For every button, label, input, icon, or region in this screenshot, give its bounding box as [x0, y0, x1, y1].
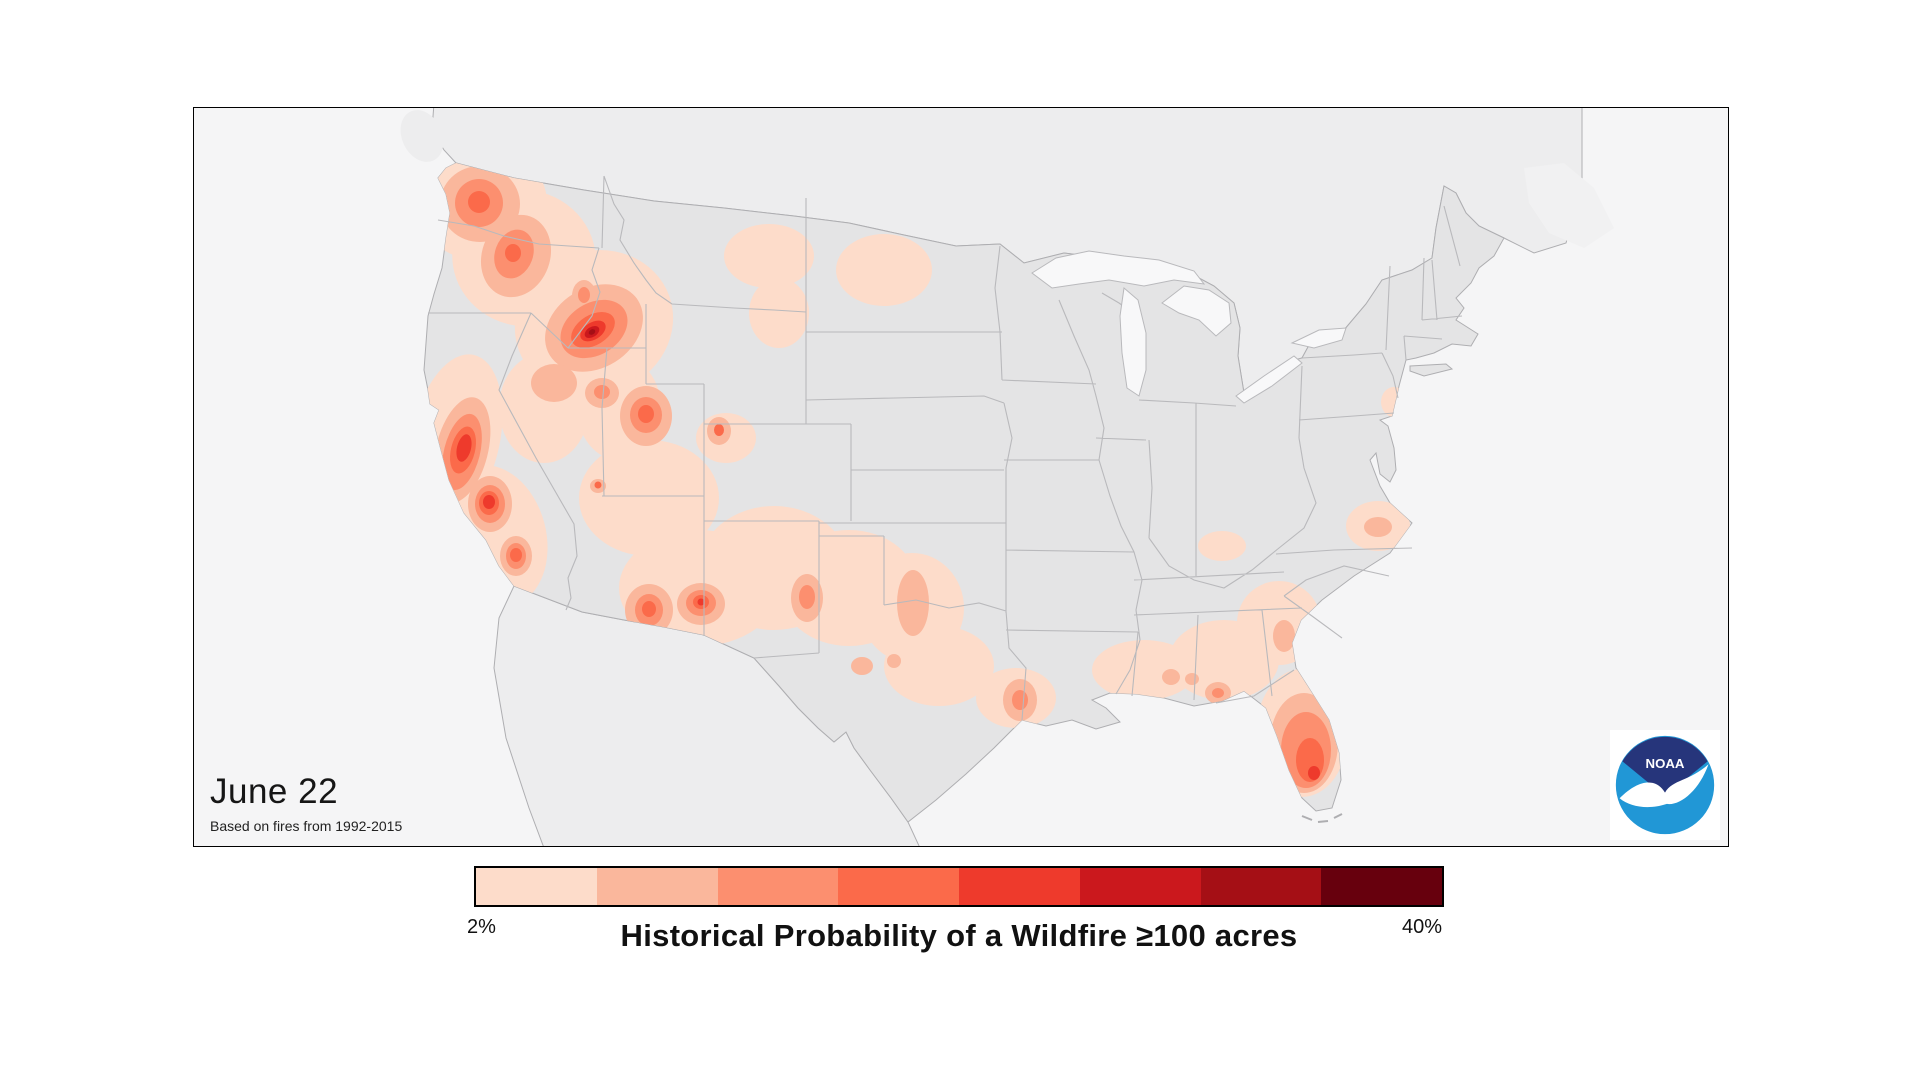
heat-contour-level-4	[638, 405, 654, 423]
heat-contour-level-2	[887, 654, 901, 668]
colorbar-swatch	[959, 868, 1080, 905]
heat-contour-level-5	[1308, 766, 1320, 780]
heat-contour-level-4	[510, 548, 522, 562]
heat-contour-level-3	[1212, 688, 1224, 698]
lake-superior	[1031, 250, 1206, 289]
noaa-wordmark: NOAA	[1646, 756, 1685, 771]
heat-contour-level-2	[1162, 669, 1180, 685]
heat-contours-layer	[424, 163, 1410, 797]
heat-contour-level-2	[1273, 620, 1295, 652]
heat-contour-level-4	[505, 244, 521, 262]
source-note: Based on fires from 1992-2015	[210, 818, 403, 834]
heat-contour-level-3	[799, 585, 815, 609]
heat-contour-level-1	[884, 626, 994, 706]
colorbar-swatch	[717, 868, 839, 905]
noaa-seagull-icon	[1619, 764, 1709, 808]
lake-huron	[1161, 285, 1232, 337]
date-block: June 22 Based on fires from 1992-2015	[210, 772, 402, 834]
great-lakes-layer	[1031, 250, 1347, 404]
heat-contour-level-3	[594, 385, 610, 399]
heat-contour-level-4	[468, 191, 490, 213]
nova-scotia-landmass	[1524, 163, 1614, 248]
heat-contour-level-4	[714, 424, 724, 436]
vancouver-island	[400, 110, 444, 162]
colorbar-swatch	[476, 868, 597, 905]
colorbar-swatch	[1200, 868, 1322, 905]
us-map-svg	[400, 108, 1614, 846]
legend-max-label: 40%	[1402, 916, 1443, 938]
date-label: June 22	[210, 772, 339, 811]
colorbar-swatch	[838, 868, 959, 905]
heat-contour-level-3	[578, 287, 590, 303]
noaa-logo: NOAA	[1610, 730, 1720, 840]
heat-contour-level-1	[724, 224, 814, 288]
map-panel: June 22 Based on fires from 1992-2015 NO…	[193, 107, 1729, 847]
colorbar	[474, 866, 1444, 907]
lake-erie	[1235, 355, 1303, 404]
long-island	[1409, 363, 1454, 377]
heat-contour-level-3	[1012, 690, 1028, 710]
colorbar-swatch	[596, 868, 718, 905]
state-borders-layer	[428, 175, 1463, 721]
heat-contour-level-5	[697, 598, 705, 606]
noaa-logo-emblem: NOAA	[1615, 735, 1715, 835]
lake-michigan	[1119, 287, 1147, 397]
heat-contour-level-2	[531, 364, 577, 402]
lake-ontario	[1290, 327, 1347, 349]
legend-title: Historical Probability of a Wildfire ≥10…	[620, 918, 1298, 953]
heat-contour-level-4	[642, 601, 656, 617]
heat-contour-level-5	[483, 495, 495, 509]
florida-keys	[1301, 813, 1343, 823]
heat-contour-level-1	[769, 294, 809, 326]
heat-contour-level-1	[1198, 531, 1246, 561]
colorbar-swatch	[1079, 868, 1201, 905]
colorbar-swatch	[1321, 868, 1442, 905]
heat-contour-level-4	[594, 481, 602, 489]
heat-contour-level-1	[579, 440, 719, 556]
legend-min-label: 2%	[467, 916, 496, 938]
noaa-navy-sector	[1622, 736, 1708, 797]
heat-contour-level-2	[1364, 517, 1392, 537]
neighbor-land-layer	[400, 108, 1614, 846]
heat-contour-level-2	[897, 570, 929, 636]
heat-contour-level-2	[1185, 673, 1199, 685]
heat-contour-level-1	[1381, 387, 1407, 417]
heat-contour-level-1	[836, 234, 932, 306]
heat-contour-level-2	[851, 657, 873, 675]
heat-contour-level-5	[456, 434, 472, 462]
heat-contour-level-7	[588, 329, 596, 335]
